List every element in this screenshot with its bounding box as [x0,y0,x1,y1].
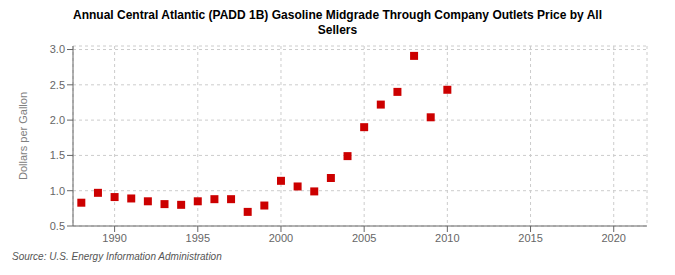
svg-text:1.5: 1.5 [50,149,65,161]
svg-text:Dollars per Gallon: Dollars per Gallon [17,92,29,180]
svg-text:3.0: 3.0 [50,43,65,55]
html-text:Sellers: Sellers [317,23,358,37]
svg-text:2005: 2005 [352,232,376,244]
svg-text:0.5: 0.5 [50,220,65,232]
svg-text:1990: 1990 [102,232,126,244]
svg-text:2000: 2000 [269,232,293,244]
svg-text:1995: 1995 [186,232,210,244]
svg-text:2015: 2015 [518,232,542,244]
html-text:Annual Central Atlantic (PADD: Annual Central Atlantic (PADD 1B) Gasoli… [73,8,602,22]
svg-text:2010: 2010 [435,232,459,244]
svg-text:2.5: 2.5 [50,79,65,91]
svg-text:1.0: 1.0 [50,185,65,197]
svg-text:2.0: 2.0 [50,114,65,126]
html-text:Source: U.S. Energy Informatio: Source: U.S. Energy Information Administ… [12,251,222,262]
svg-text:2020: 2020 [601,232,625,244]
